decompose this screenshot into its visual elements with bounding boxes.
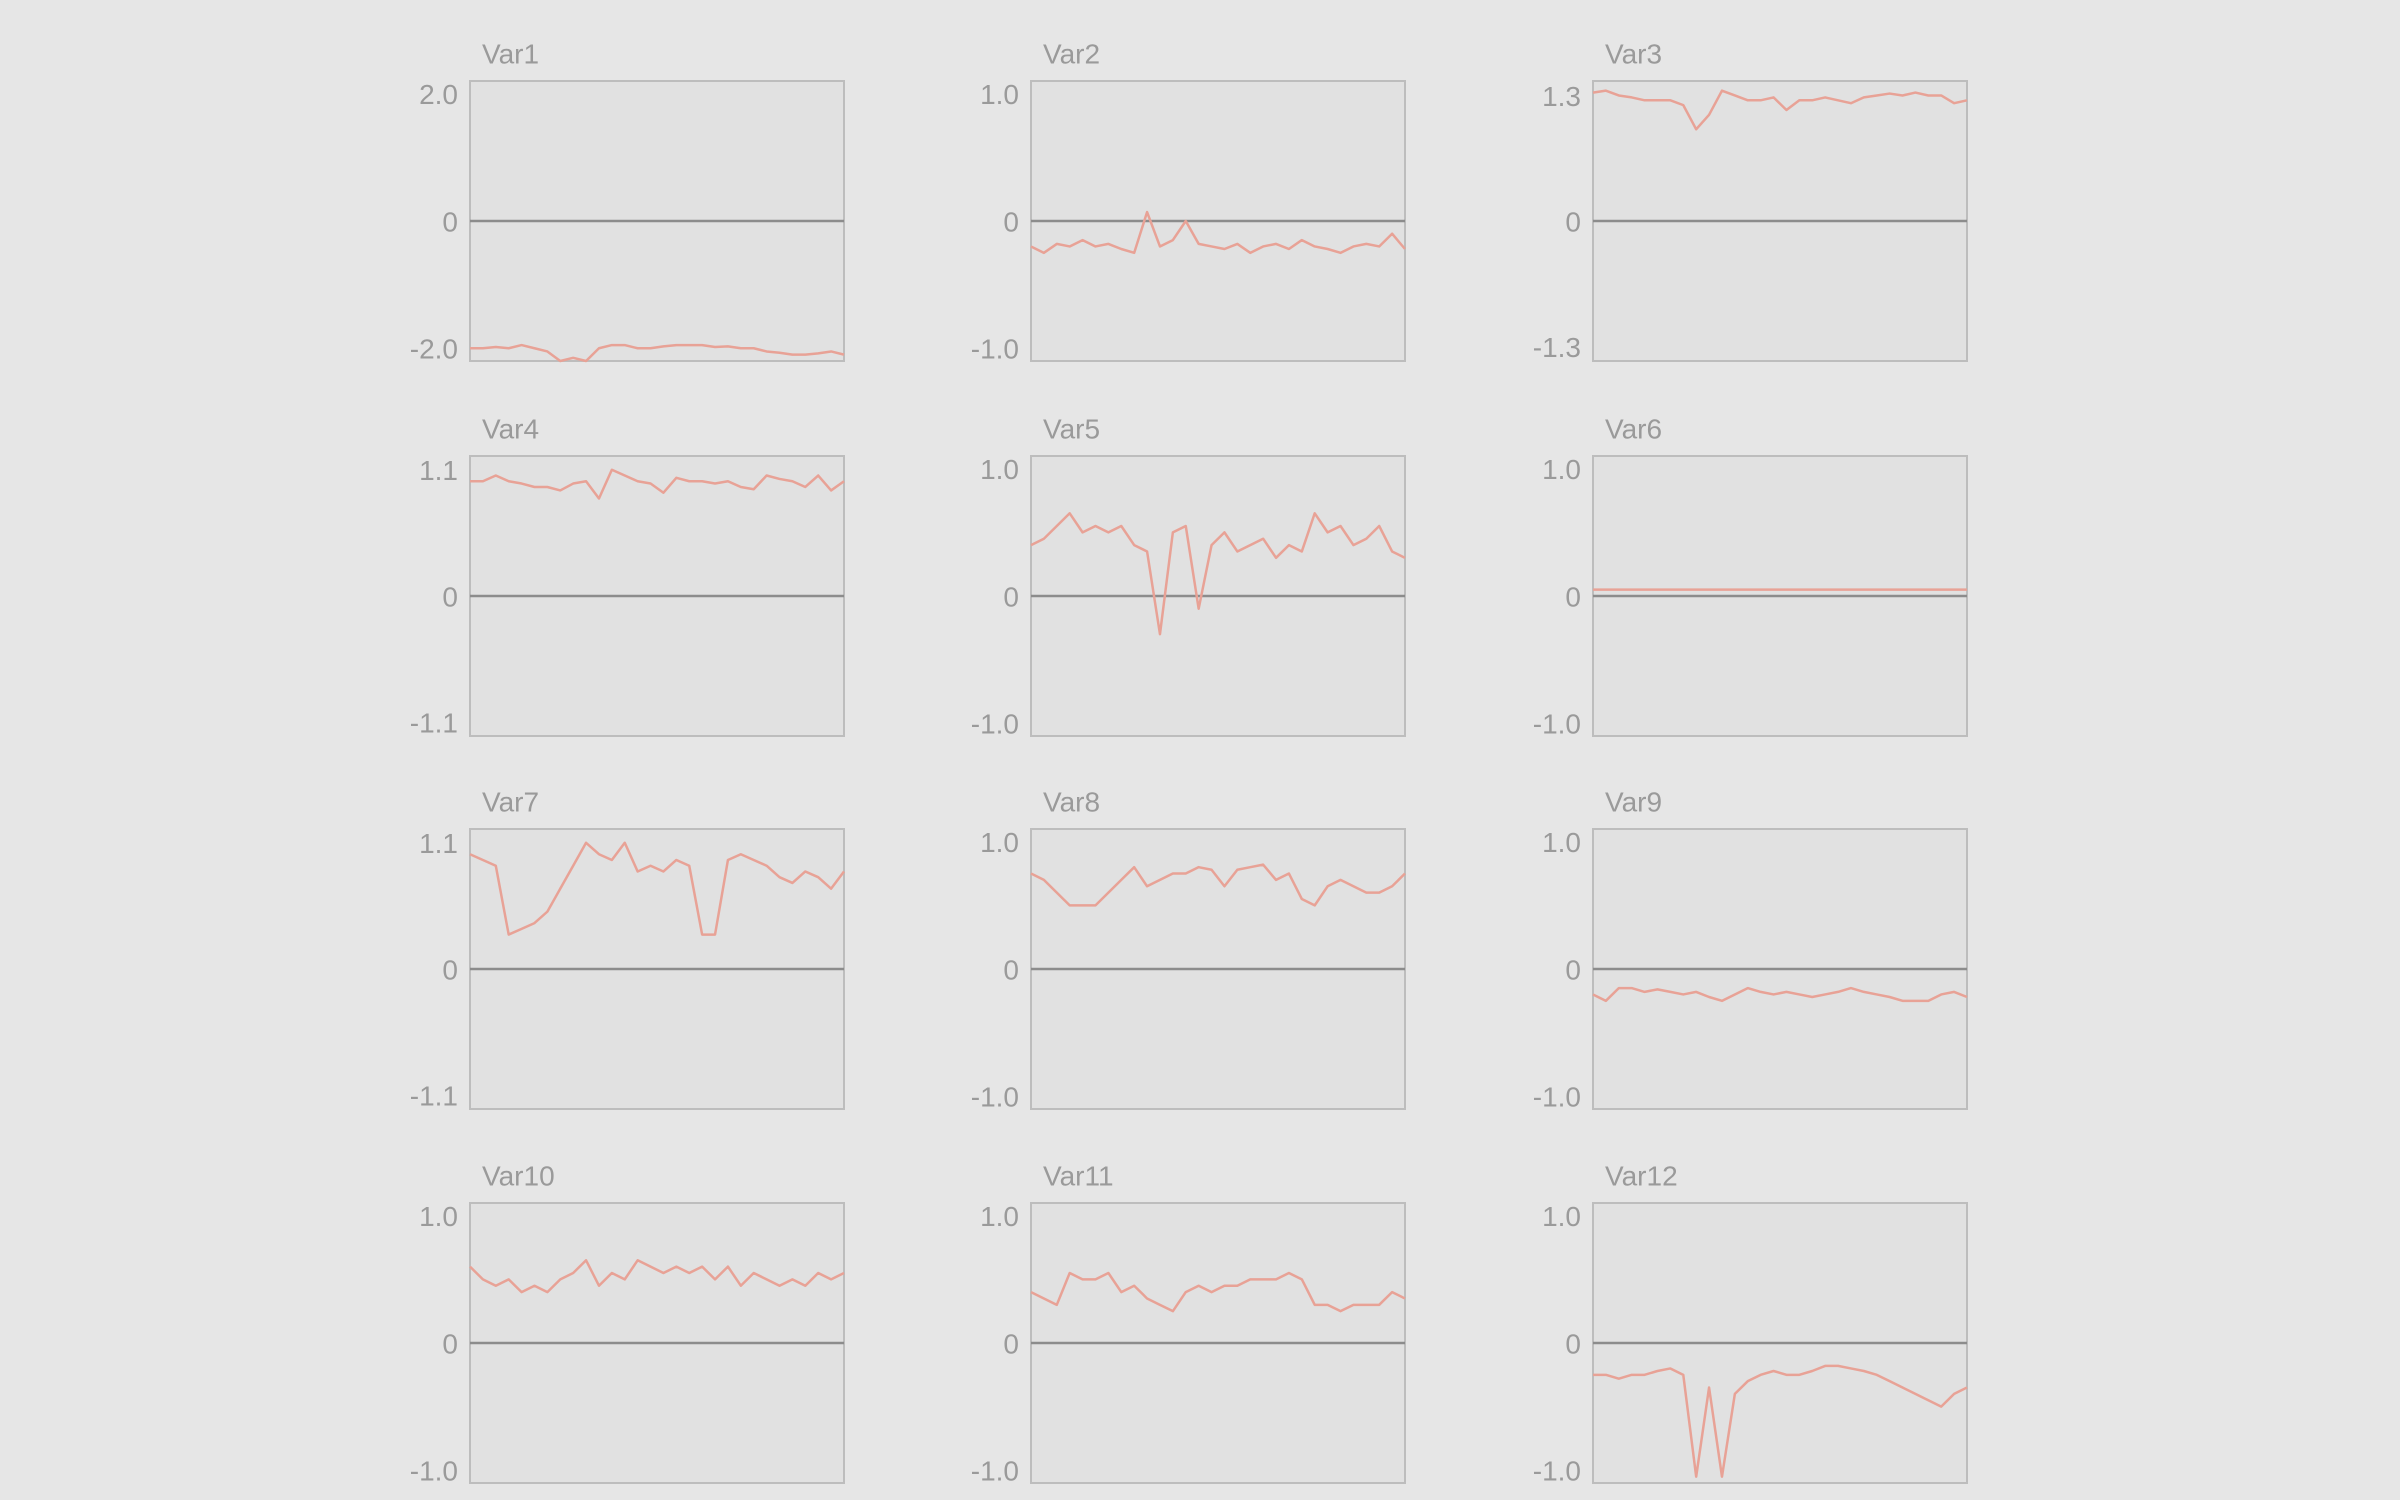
y-tick-label: 0 bbox=[1003, 206, 1019, 237]
panel-title: Var11 bbox=[1043, 1160, 1114, 1191]
y-tick-label: 1.0 bbox=[980, 454, 1019, 485]
panel-title: Var7 bbox=[482, 786, 539, 817]
y-tick-label: -1.0 bbox=[410, 1456, 458, 1487]
data-line bbox=[1030, 863, 1406, 907]
data-line bbox=[1592, 89, 1968, 131]
y-tick-label: -1.3 bbox=[1533, 332, 1581, 363]
y-tick-label: 1.3 bbox=[1542, 81, 1581, 112]
panel-title: Var2 bbox=[1043, 38, 1100, 69]
y-tick-label: 0 bbox=[442, 206, 458, 237]
y-tick-label: 0 bbox=[1565, 954, 1581, 985]
panel-title: Var4 bbox=[482, 413, 539, 444]
y-tick-label: 1.0 bbox=[1542, 1201, 1581, 1232]
y-tick-label: -1.0 bbox=[1533, 1456, 1581, 1487]
panel-title: Var6 bbox=[1605, 413, 1662, 444]
data-line bbox=[1030, 1271, 1406, 1313]
panel-title: Var9 bbox=[1605, 786, 1662, 817]
panel-title: Var1 bbox=[482, 38, 539, 69]
y-tick-label: -2.0 bbox=[410, 334, 458, 365]
y-tick-label: 2.0 bbox=[419, 79, 458, 110]
y-tick-label: 1.0 bbox=[980, 827, 1019, 858]
y-tick-label: 0 bbox=[1003, 954, 1019, 985]
y-tick-label: 0 bbox=[1003, 581, 1019, 612]
y-tick-label: 1.0 bbox=[1542, 827, 1581, 858]
data-line bbox=[1030, 512, 1406, 636]
data-line bbox=[469, 841, 846, 936]
y-tick-label: 1.0 bbox=[980, 79, 1019, 110]
y-tick-label: -1.0 bbox=[971, 334, 1019, 365]
y-tick-label: -1.0 bbox=[971, 709, 1019, 740]
panel-title: Var10 bbox=[482, 1160, 555, 1191]
y-tick-label: 1.0 bbox=[980, 1201, 1019, 1232]
data-line bbox=[1030, 210, 1406, 255]
data-line bbox=[469, 1259, 845, 1294]
y-tick-label: 1.1 bbox=[419, 828, 458, 859]
panel-title: Var12 bbox=[1605, 1160, 1678, 1191]
y-tick-label: -1.0 bbox=[971, 1456, 1019, 1487]
panel-title: Var8 bbox=[1043, 786, 1100, 817]
y-tick-label: -1.0 bbox=[1533, 709, 1581, 740]
y-tick-label: 1.0 bbox=[1542, 454, 1581, 485]
y-tick-label: 0 bbox=[1003, 1328, 1019, 1359]
y-tick-label: 0 bbox=[442, 581, 458, 612]
data-line bbox=[470, 343, 845, 363]
y-tick-label: 0 bbox=[442, 1328, 458, 1359]
data-line bbox=[1592, 986, 1968, 1003]
panel-title: Var5 bbox=[1043, 413, 1100, 444]
y-tick-label: 0 bbox=[442, 954, 458, 985]
panel-title: Var3 bbox=[1605, 38, 1662, 69]
data-line bbox=[470, 468, 845, 500]
y-tick-label: -1.0 bbox=[1533, 1082, 1581, 1113]
y-tick-label: 0 bbox=[1565, 1328, 1581, 1359]
y-tick-label: 0 bbox=[1565, 206, 1581, 237]
y-tick-label: 1.0 bbox=[419, 1201, 458, 1232]
y-tick-label: -1.1 bbox=[410, 708, 458, 739]
y-tick-label: -1.1 bbox=[410, 1081, 458, 1112]
y-tick-label: 0 bbox=[1565, 581, 1581, 612]
y-tick-label: -1.0 bbox=[971, 1082, 1019, 1113]
data-line bbox=[1593, 1364, 1968, 1478]
y-tick-label: 1.1 bbox=[419, 455, 458, 486]
